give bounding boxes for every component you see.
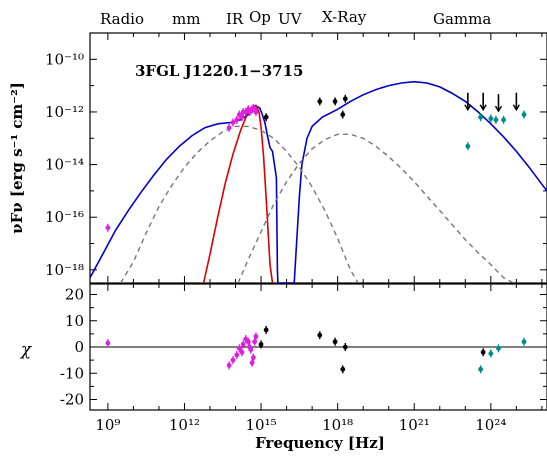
x-tick-label: 10¹² — [169, 416, 200, 434]
residual-point-x-ray — [317, 332, 323, 338]
upper-limit-head — [479, 104, 487, 112]
data-point-fermi — [488, 116, 494, 121]
residual-point-ir-optical — [250, 355, 256, 360]
residual-point-ir-optical — [239, 349, 245, 355]
y-tick-label: 0 — [74, 338, 84, 356]
residual-point-fermi — [488, 351, 494, 356]
residual-point-x-ray — [342, 344, 348, 350]
x-axis-title: Frequency [Hz] — [255, 434, 385, 452]
residual-point-ir-optical — [240, 341, 246, 347]
residual-y-axis-title: χ — [20, 340, 33, 360]
band-label-xray: X-Ray — [322, 8, 367, 26]
band-label-uv: UV — [278, 10, 303, 28]
data-point-ir-optical — [230, 120, 236, 125]
source-name: 3FGL J1220.1−3715 — [135, 62, 304, 80]
band-label-ir: IR — [226, 10, 244, 28]
y-tick-label: -10 — [60, 364, 84, 382]
residual-point-ir-optical — [248, 347, 254, 353]
model-curve-1 — [202, 104, 274, 283]
x-tick-label: 10¹⁸ — [322, 416, 353, 434]
data-point-uv — [263, 114, 269, 120]
residual-point-x-ray — [332, 339, 338, 345]
data-point-x-ray — [317, 99, 323, 104]
x-tick-label: 10¹⁵ — [245, 416, 276, 434]
residual-point-ir-optical — [236, 345, 242, 351]
residual-point-ir-optical — [234, 352, 240, 358]
band-label-gamma: Gamma — [433, 10, 491, 28]
x-tick-label: 10²¹ — [399, 416, 430, 434]
band-label-radio: Radio — [100, 10, 144, 28]
residual-point-fermi — [496, 345, 501, 351]
x-tick-label: 10²⁴ — [475, 416, 506, 434]
y-tick-label: 10⁻¹² — [45, 103, 84, 121]
data-point-fermi — [478, 114, 484, 120]
residual-point-fermi — [521, 339, 527, 345]
y-tick-label: -20 — [60, 391, 84, 409]
data-point-x-ray — [332, 99, 338, 104]
residual-point-optical-uv — [263, 327, 269, 333]
sed-data-points — [105, 92, 527, 232]
model-curve-3 — [237, 133, 515, 283]
data-point-fermi — [465, 143, 471, 149]
data-point-ir-optical — [239, 114, 245, 120]
upper-limit-head — [512, 104, 520, 112]
data-point-fermi — [521, 112, 527, 117]
residual-point-ir-optical — [249, 360, 255, 366]
data-point-ir-optical — [253, 109, 259, 115]
sed-model-curves — [90, 80, 547, 283]
upper-limit-head — [494, 105, 503, 113]
y-tick-label: 10⁻¹⁸ — [45, 261, 84, 279]
model-curve-0 — [90, 80, 547, 283]
data-point-fermi — [501, 117, 506, 123]
data-point-fermi — [493, 117, 499, 123]
upper-limit-head — [464, 104, 472, 112]
residual-point-ir-optical — [245, 339, 251, 345]
y-tick-label: 10⁻¹⁶ — [45, 208, 84, 226]
y-tick-label: 20 — [65, 286, 84, 304]
residual-point-radio — [105, 340, 111, 346]
y-tick-label: 10⁻¹⁴ — [45, 156, 84, 174]
band-label-mm: mm — [172, 10, 200, 28]
residual-point-ir-optical — [253, 334, 259, 339]
y-tick-label: 10 — [65, 312, 84, 330]
band-label-op: Op — [249, 8, 271, 26]
residual-point-ir-optical — [230, 357, 236, 363]
x-tick-label: 10⁹ — [95, 416, 120, 434]
residual-point-ir-optical — [226, 362, 232, 368]
model-curve-2 — [120, 125, 359, 283]
data-point-radio — [105, 225, 111, 231]
data-point-ir-optical — [234, 117, 240, 123]
sed-y-tick-labels: 10⁻¹⁰ 10⁻¹² 10⁻¹⁴ 10⁻¹⁶ 10⁻¹⁸ — [45, 50, 84, 279]
residual-point-ir-optical — [252, 339, 258, 345]
residual-point-optical-uv — [258, 341, 264, 347]
x-tick-labels: 10⁹ 10¹² 10¹⁵ 10¹⁸ 10²¹ 10²⁴ — [95, 416, 506, 434]
band-labels: Radio mm IR Op UV X-Ray Gamma — [100, 8, 491, 28]
data-point-x-ray — [340, 112, 346, 117]
residual-points — [105, 325, 527, 374]
residual-point-fermi — [478, 366, 484, 372]
residual-point-x-ray — [340, 366, 346, 372]
sed-y-axis-title: νFν [erg s⁻¹ cm⁻²] — [8, 82, 26, 234]
residual-y-tick-labels: 20 10 0 -10 -20 — [60, 286, 84, 409]
residual-point-gamma — [480, 349, 486, 355]
y-tick-label: 10⁻¹⁰ — [45, 50, 84, 68]
data-point-x-ray — [342, 96, 348, 102]
sed-ticks — [90, 32, 547, 283]
data-point-ir-optical — [226, 125, 232, 131]
sed-panel-frame — [89, 32, 547, 284]
